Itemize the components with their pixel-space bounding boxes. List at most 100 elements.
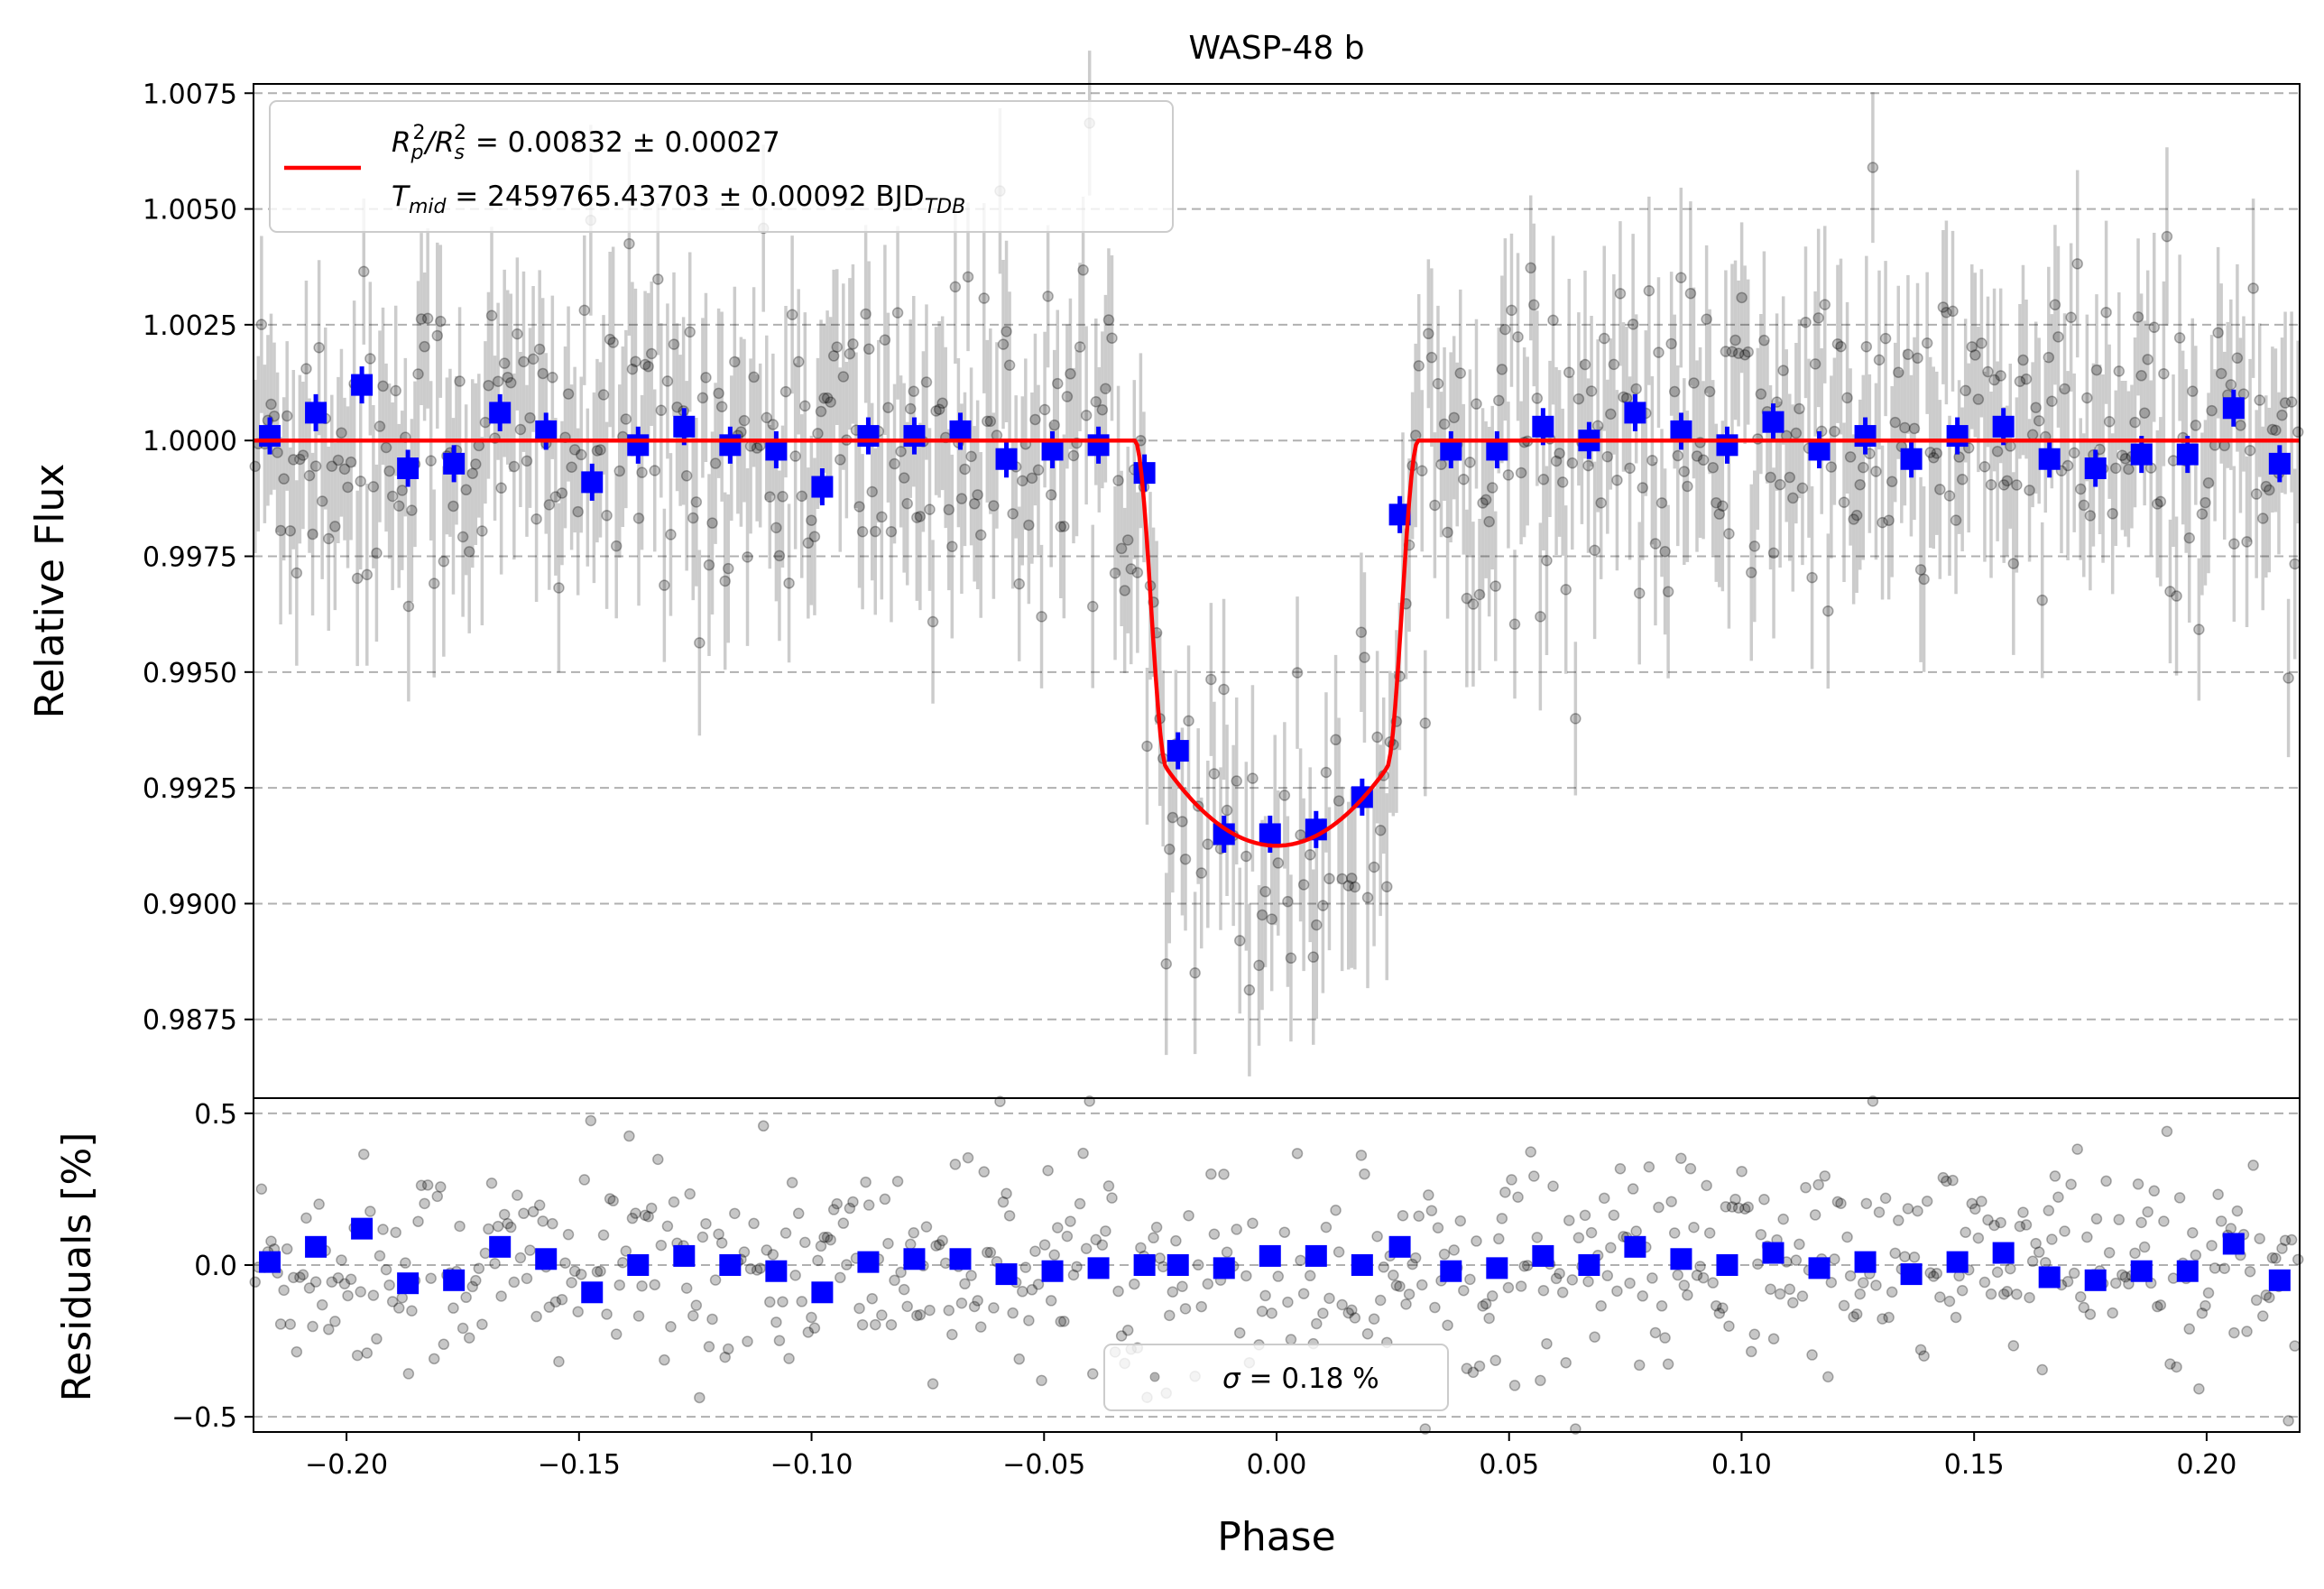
raw-flux-point: [748, 371, 760, 383]
raw-flux-point: [1950, 514, 1962, 526]
raw-residual-point: [2250, 1294, 2263, 1307]
raw-flux-point: [1017, 475, 1028, 487]
raw-residual-point: [290, 1345, 303, 1358]
raw-residual-point: [997, 1196, 1010, 1208]
raw-residual-point: [530, 1310, 542, 1323]
raw-residual-point: [495, 1290, 507, 1302]
raw-flux-point: [982, 415, 993, 428]
raw-residual-point: [288, 1271, 300, 1284]
raw-residual-point: [1997, 1288, 2010, 1300]
raw-residual-point: [2254, 1233, 2265, 1244]
raw-flux-point: [316, 495, 328, 507]
raw-flux-point: [1512, 331, 1524, 343]
raw-residual-point: [1129, 1278, 1140, 1290]
raw-flux-point: [1668, 385, 1681, 398]
raw-residual-point: [1148, 1232, 1159, 1244]
raw-residual-point: [1978, 1276, 1991, 1289]
raw-residual-point: [2270, 1252, 2282, 1264]
raw-flux-point: [1966, 341, 1978, 353]
binned-residual-point: [2084, 1269, 2107, 1291]
raw-flux-point: [659, 579, 670, 591]
raw-residual-point: [895, 1266, 907, 1279]
raw-flux-point: [882, 402, 894, 414]
raw-residual-point: [2138, 1241, 2151, 1253]
raw-flux-point: [613, 465, 626, 477]
raw-flux-point: [2071, 258, 2083, 270]
raw-residual-point: [412, 1215, 424, 1227]
raw-residual-point: [1458, 1284, 1470, 1297]
raw-residual-point: [1304, 1270, 1316, 1282]
raw-residual-point: [1483, 1312, 1495, 1325]
raw-flux-point: [1256, 909, 1268, 921]
raw-residual-point: [1400, 1298, 1412, 1310]
raw-residual-point: [988, 1302, 1000, 1314]
raw-residual-point: [1822, 1371, 1834, 1383]
raw-residual-point: [601, 1308, 613, 1320]
raw-flux-point: [1877, 516, 1888, 529]
top-y-ticks: 0.9875 0.9900 0.9925 0.9950 0.9975 1.0000 1.00…: [143, 79, 254, 1037]
raw-flux-point: [431, 329, 444, 342]
raw-residual-point: [1537, 1284, 1550, 1297]
raw-flux-point: [978, 292, 990, 304]
raw-flux-point: [1048, 419, 1060, 431]
raw-flux-point: [412, 368, 424, 380]
raw-residual-point: [1179, 1303, 1192, 1315]
raw-residual-point: [885, 1318, 898, 1331]
raw-residual-point: [1406, 1258, 1418, 1270]
raw-residual-point: [626, 1212, 639, 1224]
raw-residual-point: [358, 1149, 370, 1160]
raw-residual-point: [1359, 1168, 1370, 1180]
raw-flux-point: [1703, 385, 1716, 398]
raw-flux-point: [281, 410, 293, 422]
raw-residual-point: [623, 1130, 635, 1142]
raw-residual-point: [1914, 1344, 1927, 1356]
raw-residual-point: [1976, 1196, 1987, 1207]
raw-residual-point: [1653, 1201, 1665, 1214]
raw-residual-point: [1477, 1300, 1489, 1312]
raw-residual-point: [1164, 1309, 1176, 1322]
raw-flux-point: [2011, 479, 2023, 491]
raw-residual-point: [1812, 1178, 1824, 1191]
raw-residual-point: [419, 1197, 430, 1210]
binned-residual-point: [1808, 1257, 1831, 1280]
raw-flux-point: [575, 448, 587, 461]
raw-flux-point: [562, 388, 575, 400]
raw-residual-point: [2014, 1220, 2026, 1233]
raw-flux-point: [2109, 462, 2122, 475]
raw-flux-point: [1195, 867, 1207, 879]
raw-flux-point: [1732, 347, 1745, 359]
raw-residual-point: [1982, 1214, 1994, 1226]
raw-flux-point: [690, 496, 703, 508]
raw-flux-point: [1164, 843, 1176, 855]
raw-flux-point: [2142, 354, 2153, 365]
raw-residual-point: [566, 1277, 577, 1289]
raw-flux-point: [1969, 349, 1981, 361]
raw-residual-point: [2109, 1277, 2122, 1289]
raw-residual-point: [1678, 1280, 1691, 1291]
raw-flux-point: [1330, 734, 1342, 746]
raw-residual-point: [2078, 1301, 2090, 1314]
raw-residual-point: [2260, 1289, 2273, 1301]
raw-residual-point: [2011, 1289, 2023, 1300]
binned-flux-point: [351, 374, 374, 396]
raw-residual-point: [1278, 1226, 1291, 1238]
raw-residual-point: [1218, 1169, 1230, 1180]
raw-residual-point: [2247, 1159, 2259, 1171]
raw-flux-point: [1023, 519, 1035, 531]
raw-residual-point: [498, 1208, 511, 1221]
raw-residual-point: [696, 1231, 709, 1243]
raw-residual-point: [1767, 1333, 1780, 1344]
raw-flux-point: [2059, 383, 2070, 395]
raw-residual-point: [1655, 1300, 1668, 1312]
binned-flux-point: [1486, 439, 1508, 461]
raw-residual-point: [882, 1237, 894, 1250]
raw-residual-point: [738, 1246, 751, 1258]
binned-residual-point: [903, 1248, 926, 1270]
raw-flux-point: [2084, 510, 2097, 522]
raw-flux-point: [815, 405, 827, 418]
raw-flux-point: [2200, 496, 2211, 509]
binned-flux-point: [949, 420, 972, 442]
raw-flux-point: [1061, 391, 1074, 402]
raw-residual-point: [425, 1272, 437, 1284]
raw-flux-point: [419, 340, 430, 353]
